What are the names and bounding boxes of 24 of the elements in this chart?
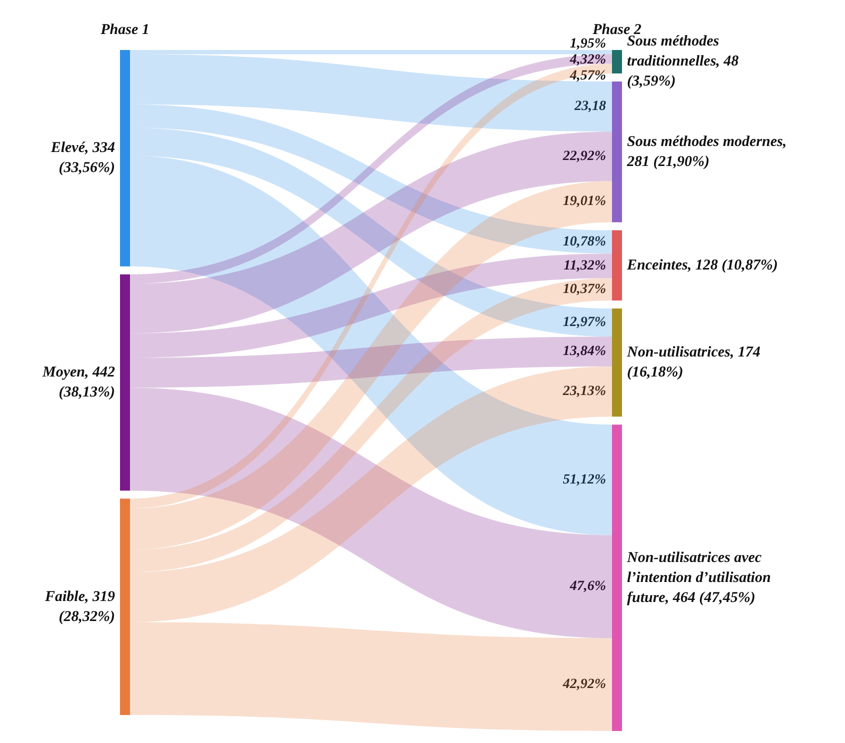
data-label: 10,78% (562, 234, 606, 250)
data-label: 4,32% (568, 52, 606, 68)
series-label: Moyen, 442 (38,13%) (42, 364, 116, 400)
category-label: Sous méthodes modernes, 281 (21,90%) (626, 134, 787, 170)
text: Phase 1 (100, 22, 150, 38)
category-label: Non-utilisatrices avec l’intention d’utilisation future, 464 (47,45%) (626, 550, 771, 606)
data-label: 19,01% (562, 194, 606, 210)
data-label: 13,84% (562, 344, 606, 360)
data-label: 4,57% (568, 68, 606, 84)
category-label: Sous méthodes traditionnelles, 48 (3,59%) (627, 34, 740, 90)
data-label: 47,6% (568, 579, 606, 594)
data-label: 12,97% (562, 315, 606, 330)
data-label: 22,92% (562, 148, 606, 164)
data-label: 1,95% (570, 36, 606, 52)
series-label: Elevé, 334 (33,56%) (50, 140, 116, 176)
category-label: Enceintes, 128 (10,87%) (626, 257, 778, 274)
data-label: 11,32% (564, 258, 606, 274)
data-label: 42,92% (562, 677, 606, 692)
data-label: 10,37% (562, 282, 606, 297)
data-label: 51,12% (562, 472, 606, 488)
series-label: Faible, 319 (28,32%) (44, 588, 116, 625)
data-label: 23,13% (562, 384, 606, 400)
category-label: Non-utilisatrices, 174 (16,18%) (626, 344, 761, 381)
data-label: 23,18 (574, 99, 606, 114)
